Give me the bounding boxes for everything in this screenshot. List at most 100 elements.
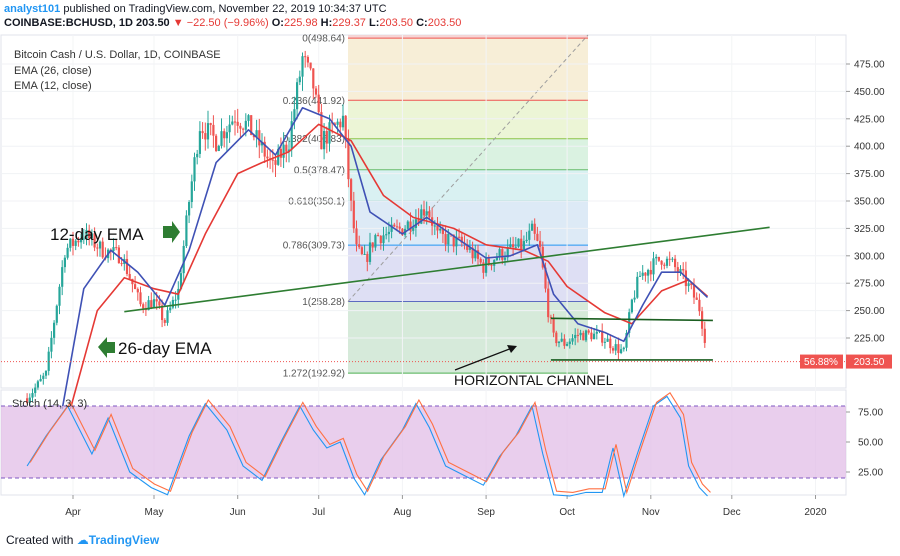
time-tick-label: May [145,507,164,518]
candle-body [101,241,104,258]
candle-body [174,299,177,301]
ema26-legend[interactable]: EMA (26, close) [14,65,92,77]
candle-body [61,267,64,287]
candle-body [525,239,528,242]
change-value: −22.50 (−9.96%) [186,17,269,29]
close-value: 203.50 [427,17,462,29]
candle-body [336,121,339,125]
candle-body [150,300,153,308]
fib-zone [348,169,588,201]
candle-body [414,219,417,228]
candle-body [142,304,145,309]
candle-body [136,289,139,293]
candle-body [152,299,156,308]
candle-body [193,157,196,182]
candle-body [647,269,650,276]
candle-body [263,141,266,157]
candle-body [668,258,671,260]
candle-body [625,332,628,348]
candle-body [563,338,566,346]
candle-body [304,56,307,58]
candle-body [557,341,561,344]
candle-body [636,276,639,298]
candle-body [485,258,488,273]
candle-body [425,211,428,216]
candle-body [528,230,531,240]
candle-body [88,229,91,239]
ema26-annotation: 26-day EMA [118,339,212,358]
pct-tag [800,354,843,369]
price-tick-label: 300.00 [854,251,885,262]
fib-zone [348,100,588,139]
candle-body [406,221,409,229]
candle-body [217,145,220,151]
candle-body [161,305,164,321]
candle-body [482,262,485,273]
open-value: 225.98 [283,17,318,29]
candle-body [387,231,390,235]
candle-body [34,387,37,394]
candle-body [476,250,480,259]
candle-body [179,273,183,289]
candle-body [66,247,69,258]
candle-body [385,234,388,236]
ema12-line [61,107,709,410]
candle-body [42,375,45,379]
down-triangle-icon: ▼ [172,17,184,29]
author-link[interactable]: analyst101 [4,3,61,15]
price-tick-label: 475.00 [854,60,885,71]
time-tick-label: Jun [230,507,246,518]
price-tick-label: 375.00 [854,169,885,180]
candle-body [69,238,72,248]
candle-body [436,225,439,231]
candle-body [317,94,320,113]
candle-body [209,123,212,125]
arrow-left-icon [98,337,115,358]
candle-body [655,256,658,259]
price-tick-label: 225.00 [854,334,885,345]
candle-body [117,247,120,264]
candle-body [352,200,355,229]
candle-body [344,115,347,140]
publish-text: published on TradingView.com, November 2… [63,3,387,15]
fib-level-label: 1.272(192.92) [283,369,345,380]
ema12-annotation: 12-day EMA [50,225,144,244]
candle-body [196,153,199,158]
stoch-tick-label: 50.00 [858,438,883,449]
candle-body [258,130,261,146]
candle-body [393,224,396,227]
candle-body [204,133,207,140]
candle-body [452,234,455,247]
candle-body [417,219,420,224]
candle-body [260,141,264,146]
candle-body [279,148,282,158]
candle-body [55,305,58,323]
candle-body [96,247,99,249]
candle-body [47,351,50,371]
candle-body [568,341,571,344]
candle-body [93,233,96,248]
candle-body [512,244,515,248]
price-tick-label: 275.00 [854,279,885,290]
candle-body [166,310,169,323]
stoch-label: Stoch (14, 3, 3) [12,398,87,410]
ema12-legend[interactable]: EMA (12, close) [14,80,92,92]
ohlc-header: COINBASE:BCHUSD, 1D 203.50 ▼ −22.50 (−9.… [4,17,461,29]
high-value: 229.37 [332,17,366,29]
channel-annotation: HORIZONTAL CHANNEL [454,372,614,388]
symbol-label[interactable]: COINBASE:BCHUSD, 1D [4,17,133,29]
candle-body [147,300,150,311]
candle-body [44,370,48,376]
candle-body [582,332,585,341]
candle-body [80,239,83,243]
tradingview-brand[interactable]: TradingView [88,533,160,547]
candle-body [517,238,520,247]
fib-zone [348,200,588,246]
candle-body [390,224,393,232]
candle-body [638,275,642,277]
candle-body [606,338,609,342]
candle-body [328,122,331,144]
candle-body [169,307,172,311]
candle-body [366,254,369,262]
